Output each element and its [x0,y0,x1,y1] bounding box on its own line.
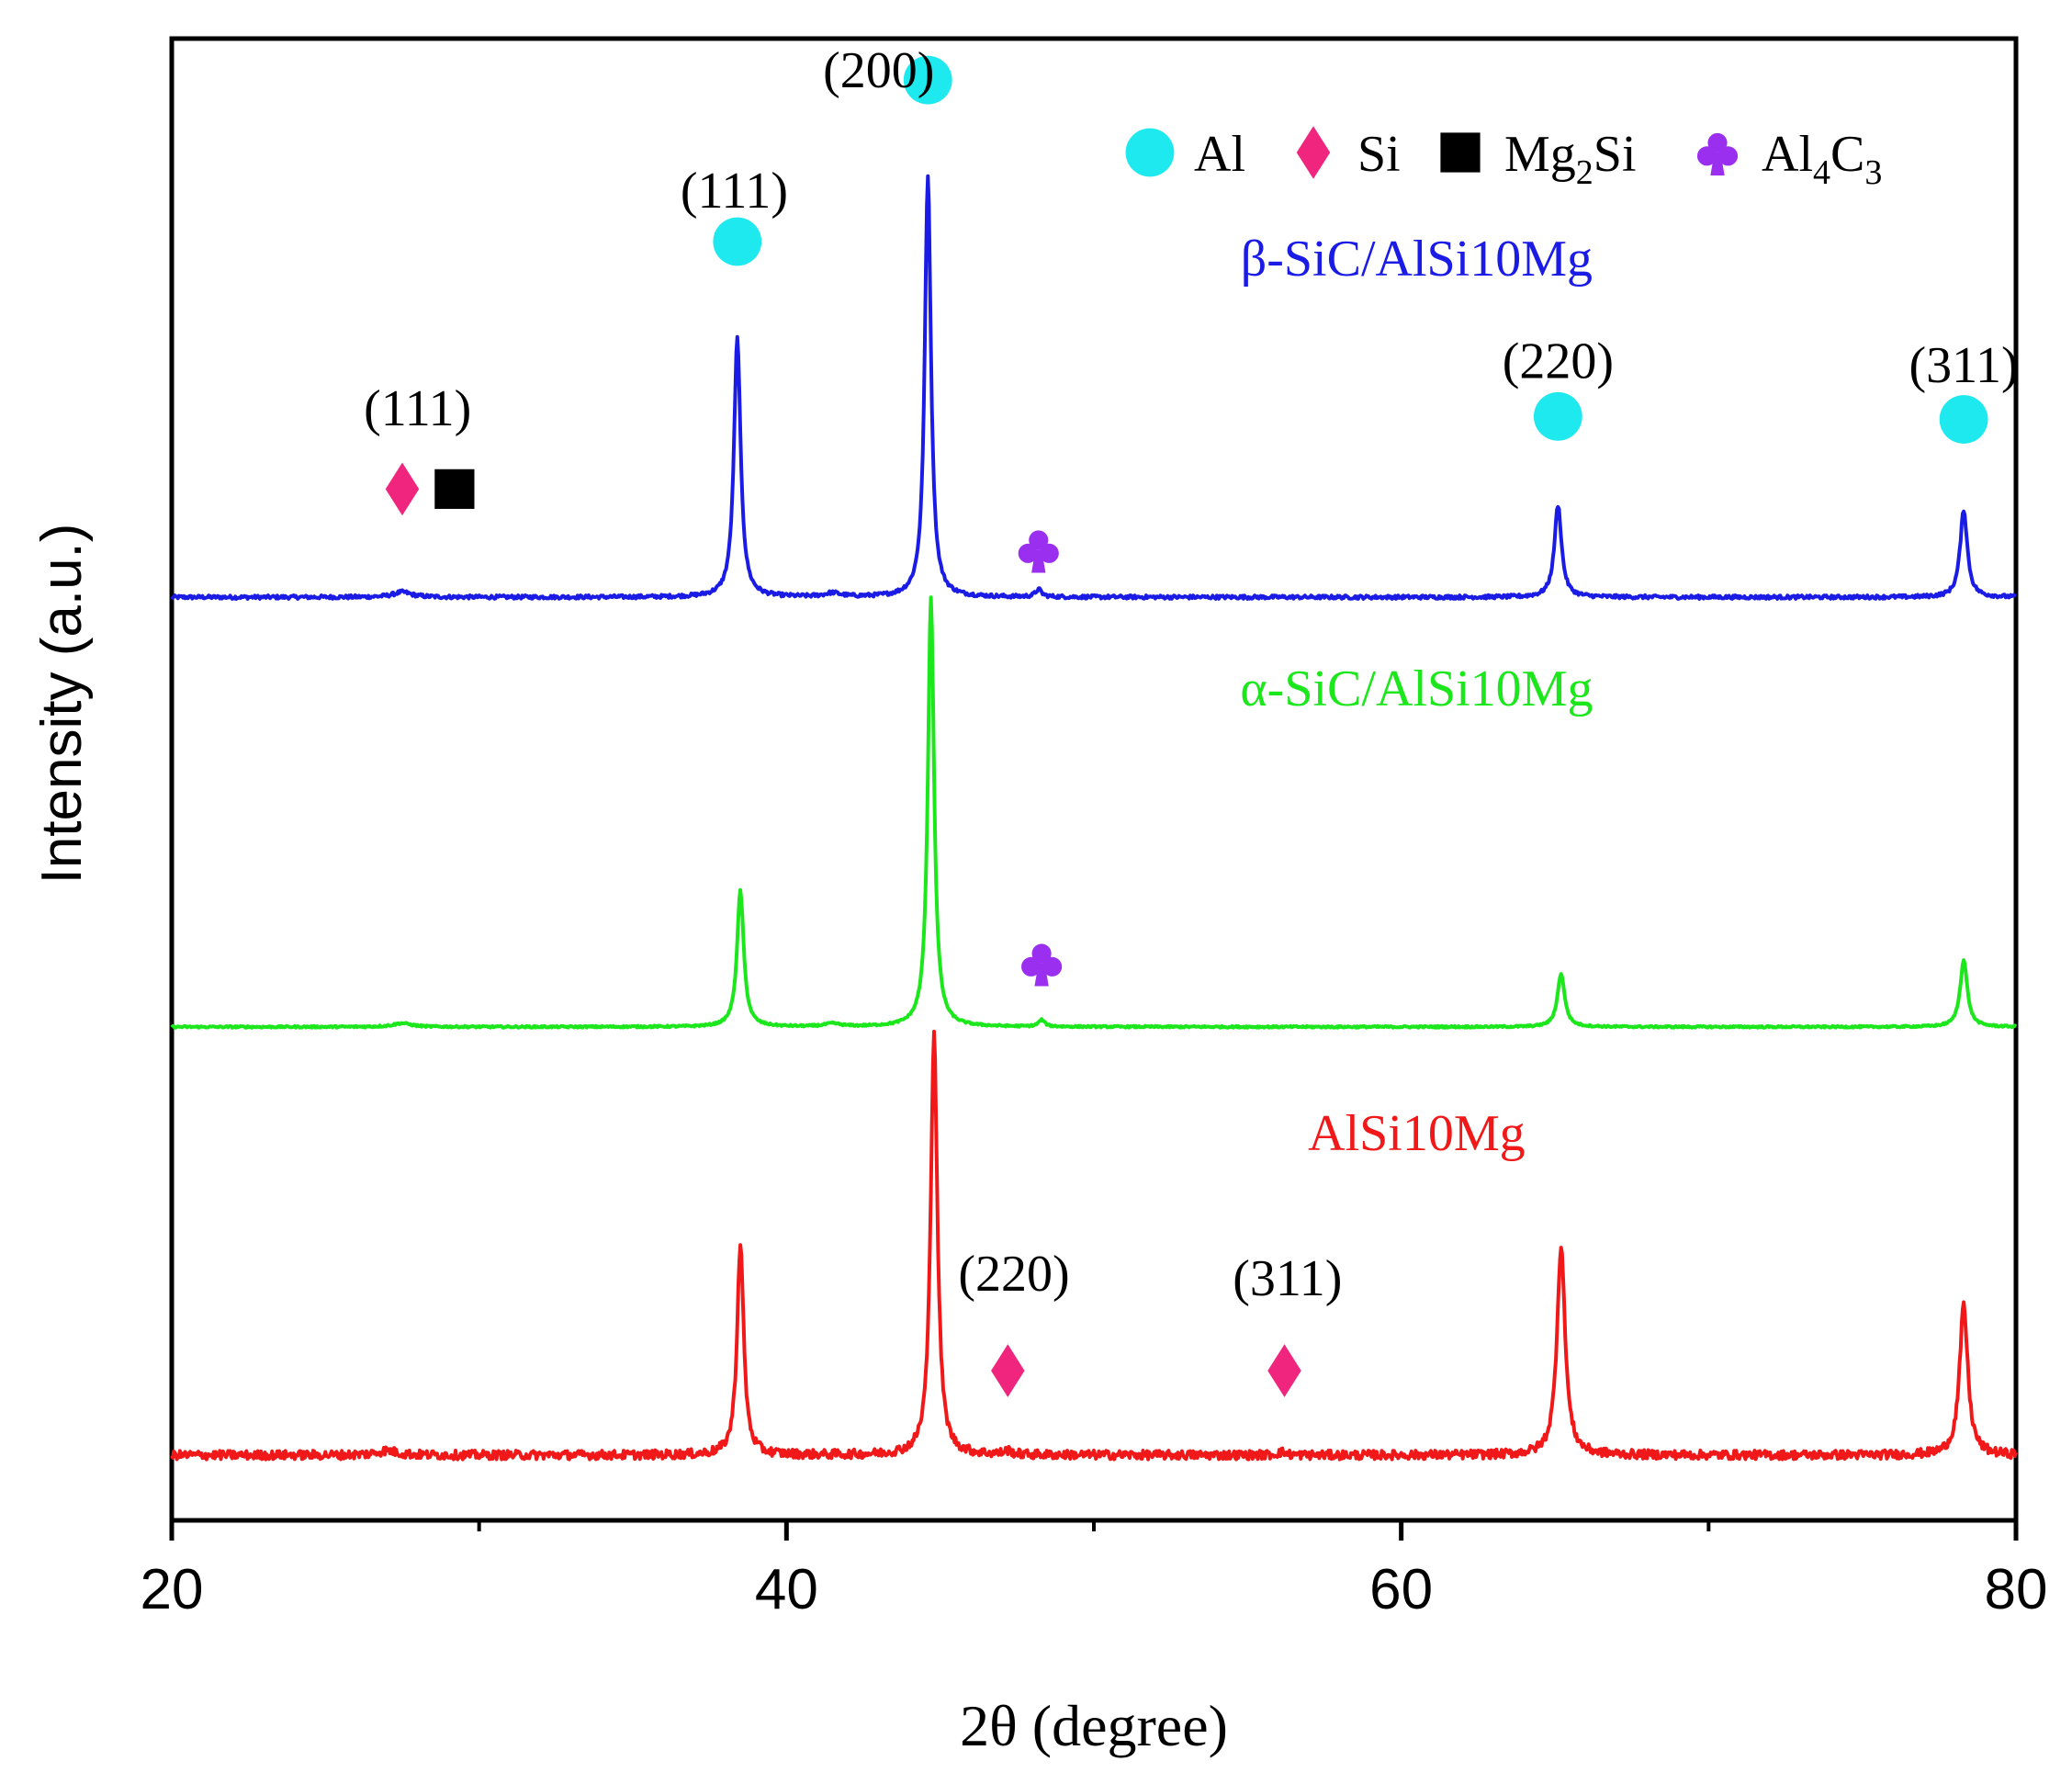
diamond-legend-marker [1296,126,1331,179]
club-legend-marker [1696,132,1739,175]
x-axis-label: 2θ (degree) [960,1693,1228,1758]
series-line-1 [170,595,2018,1030]
club-marker [1021,943,1063,987]
x-tick-label: 80 [1985,1558,2048,1621]
circle-marker [713,217,762,266]
series-line-0 [170,174,2017,601]
square-legend-marker [1440,132,1481,173]
x-tick-label: 60 [1369,1558,1433,1621]
x-tick-label: 40 [755,1558,818,1621]
club-marker [1018,530,1059,573]
legend-label: Al4C3 [1762,126,1882,192]
x-tick-label: 20 [141,1558,204,1621]
peak-label: (220) [1503,333,1614,390]
circle-marker [1939,395,1988,444]
series-label: α-SiC/AlSi10Mg [1240,661,1593,717]
peak-label: (311) [1233,1250,1342,1307]
series-label: AlSi10Mg [1308,1105,1526,1162]
plot-frame [169,36,2019,1523]
peak-label: (111) [681,163,788,220]
x-axis-ticks [169,1520,2019,1541]
circle-marker [1533,391,1582,441]
legend-label: Mg2Si [1504,126,1637,192]
legend-label: Al [1194,126,1245,183]
series-labels: β-SiC/AlSi10Mg α-SiC/AlSi10Mg AlSi10Mg [1240,231,1593,1162]
circle-legend-marker [1125,128,1175,177]
series-line-2 [170,1029,2018,1462]
series-group [170,174,2018,1462]
square-marker [434,469,475,509]
legend: Al Si Mg2Si Al4C3 [1125,126,1882,192]
peak-annotations: (200) (111) (220) (311) (111) (220) (311) [364,42,2019,1307]
phase-markers [385,55,1988,1397]
peak-label: (220) [958,1246,1069,1303]
circle-marker [903,55,952,105]
peak-label: (200) [823,42,934,99]
y-axis-label: Intensity (a.u.) [30,524,94,885]
diamond-marker [991,1344,1025,1397]
diamond-marker [1267,1344,1301,1397]
diamond-marker [385,462,420,516]
peak-label: (311) [1909,337,2018,394]
legend-label: Si [1357,126,1401,183]
peak-label: (111) [364,380,471,437]
x-axis-tick-labels: 20 40 60 80 [141,1558,2048,1621]
series-label: β-SiC/AlSi10Mg [1241,231,1593,288]
